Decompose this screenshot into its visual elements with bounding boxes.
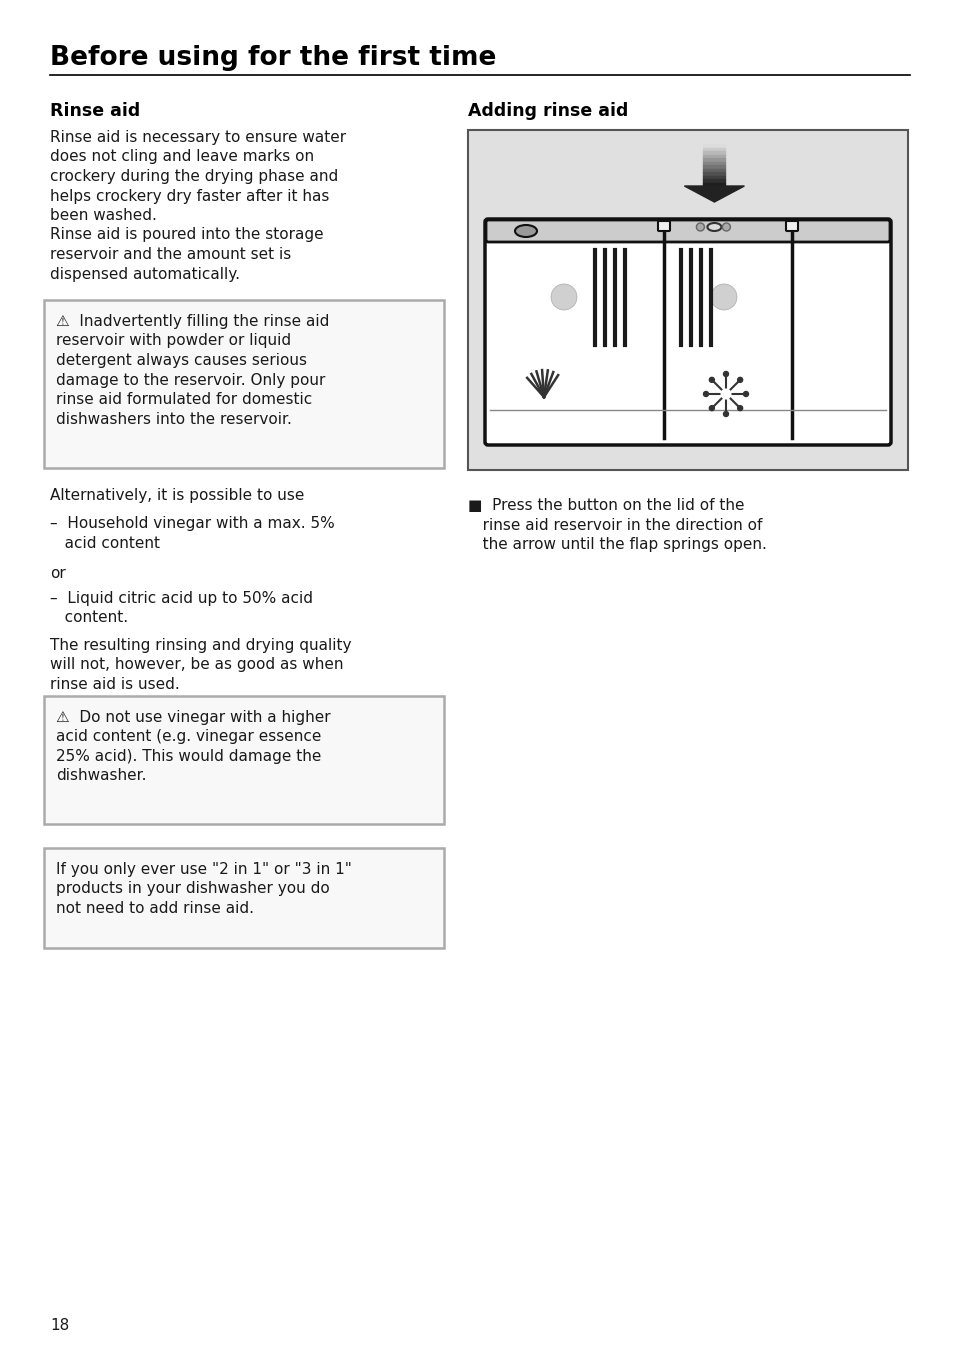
Circle shape — [709, 406, 714, 411]
Text: or: or — [50, 566, 66, 581]
FancyBboxPatch shape — [484, 219, 890, 445]
Bar — [702, 151, 724, 154]
Text: Rinse aid is poured into the storage: Rinse aid is poured into the storage — [50, 227, 323, 242]
Circle shape — [722, 372, 728, 376]
Text: damage to the reservoir. Only pour: damage to the reservoir. Only pour — [56, 373, 325, 388]
Circle shape — [722, 411, 728, 416]
FancyBboxPatch shape — [44, 300, 443, 468]
FancyBboxPatch shape — [485, 220, 889, 242]
Text: reservoir with powder or liquid: reservoir with powder or liquid — [56, 334, 291, 349]
FancyBboxPatch shape — [658, 220, 669, 231]
Text: Adding rinse aid: Adding rinse aid — [468, 101, 628, 120]
Text: will not, however, be as good as when: will not, however, be as good as when — [50, 657, 343, 672]
Text: rinse aid formulated for domestic: rinse aid formulated for domestic — [56, 392, 312, 407]
Circle shape — [702, 392, 708, 396]
Text: detergent always causes serious: detergent always causes serious — [56, 353, 307, 368]
Circle shape — [737, 406, 741, 411]
Text: Rinse aid: Rinse aid — [50, 101, 140, 120]
Bar — [702, 165, 724, 169]
Text: dishwashers into the reservoir.: dishwashers into the reservoir. — [56, 411, 292, 426]
Text: –  Liquid citric acid up to 50% acid: – Liquid citric acid up to 50% acid — [50, 591, 313, 606]
Bar — [702, 147, 724, 151]
Bar — [702, 145, 724, 147]
Bar — [702, 161, 724, 165]
Text: Alternatively, it is possible to use: Alternatively, it is possible to use — [50, 488, 304, 503]
Bar — [702, 178, 724, 183]
Text: content.: content. — [50, 611, 128, 626]
Bar — [702, 169, 724, 172]
Text: helps crockery dry faster after it has: helps crockery dry faster after it has — [50, 188, 329, 204]
Ellipse shape — [515, 224, 537, 237]
Bar — [468, 130, 907, 470]
Ellipse shape — [707, 223, 720, 231]
Circle shape — [742, 392, 748, 396]
Text: reservoir and the amount set is: reservoir and the amount set is — [50, 247, 291, 262]
Text: rinse aid reservoir in the direction of: rinse aid reservoir in the direction of — [468, 518, 761, 533]
Text: acid content (e.g. vinegar essence: acid content (e.g. vinegar essence — [56, 730, 321, 745]
Circle shape — [737, 377, 741, 383]
Text: ■  Press the button on the lid of the: ■ Press the button on the lid of the — [468, 498, 743, 512]
Text: been washed.: been washed. — [50, 208, 156, 223]
Circle shape — [720, 389, 730, 399]
Bar — [702, 183, 724, 187]
Text: ⚠  Do not use vinegar with a higher: ⚠ Do not use vinegar with a higher — [56, 710, 331, 725]
Ellipse shape — [710, 284, 737, 310]
Text: 18: 18 — [50, 1318, 70, 1333]
Text: rinse aid is used.: rinse aid is used. — [50, 677, 179, 692]
Bar — [702, 172, 724, 176]
Bar — [702, 154, 724, 158]
Circle shape — [709, 377, 714, 383]
Circle shape — [721, 223, 730, 231]
Text: If you only ever use "2 in 1" or "3 in 1": If you only ever use "2 in 1" or "3 in 1… — [56, 863, 352, 877]
Bar — [702, 176, 724, 178]
Text: products in your dishwasher you do: products in your dishwasher you do — [56, 882, 330, 896]
Text: dispensed automatically.: dispensed automatically. — [50, 266, 240, 281]
Text: Before using for the first time: Before using for the first time — [50, 45, 496, 72]
Text: acid content: acid content — [50, 535, 160, 550]
Bar — [702, 158, 724, 161]
Ellipse shape — [551, 284, 577, 310]
Text: dishwasher.: dishwasher. — [56, 768, 147, 784]
Polygon shape — [683, 187, 743, 201]
Text: does not cling and leave marks on: does not cling and leave marks on — [50, 150, 314, 165]
Text: 25% acid). This would damage the: 25% acid). This would damage the — [56, 749, 321, 764]
Text: crockery during the drying phase and: crockery during the drying phase and — [50, 169, 338, 184]
FancyBboxPatch shape — [44, 696, 443, 823]
Text: The resulting rinsing and drying quality: The resulting rinsing and drying quality — [50, 638, 351, 653]
Text: not need to add rinse aid.: not need to add rinse aid. — [56, 900, 253, 917]
Text: –  Household vinegar with a max. 5%: – Household vinegar with a max. 5% — [50, 516, 335, 531]
Text: ⚠  Inadvertently filling the rinse aid: ⚠ Inadvertently filling the rinse aid — [56, 314, 329, 329]
Text: Rinse aid is necessary to ensure water: Rinse aid is necessary to ensure water — [50, 130, 346, 145]
Text: the arrow until the flap springs open.: the arrow until the flap springs open. — [468, 537, 766, 552]
FancyBboxPatch shape — [44, 848, 443, 948]
FancyBboxPatch shape — [785, 220, 797, 231]
Circle shape — [696, 223, 703, 231]
